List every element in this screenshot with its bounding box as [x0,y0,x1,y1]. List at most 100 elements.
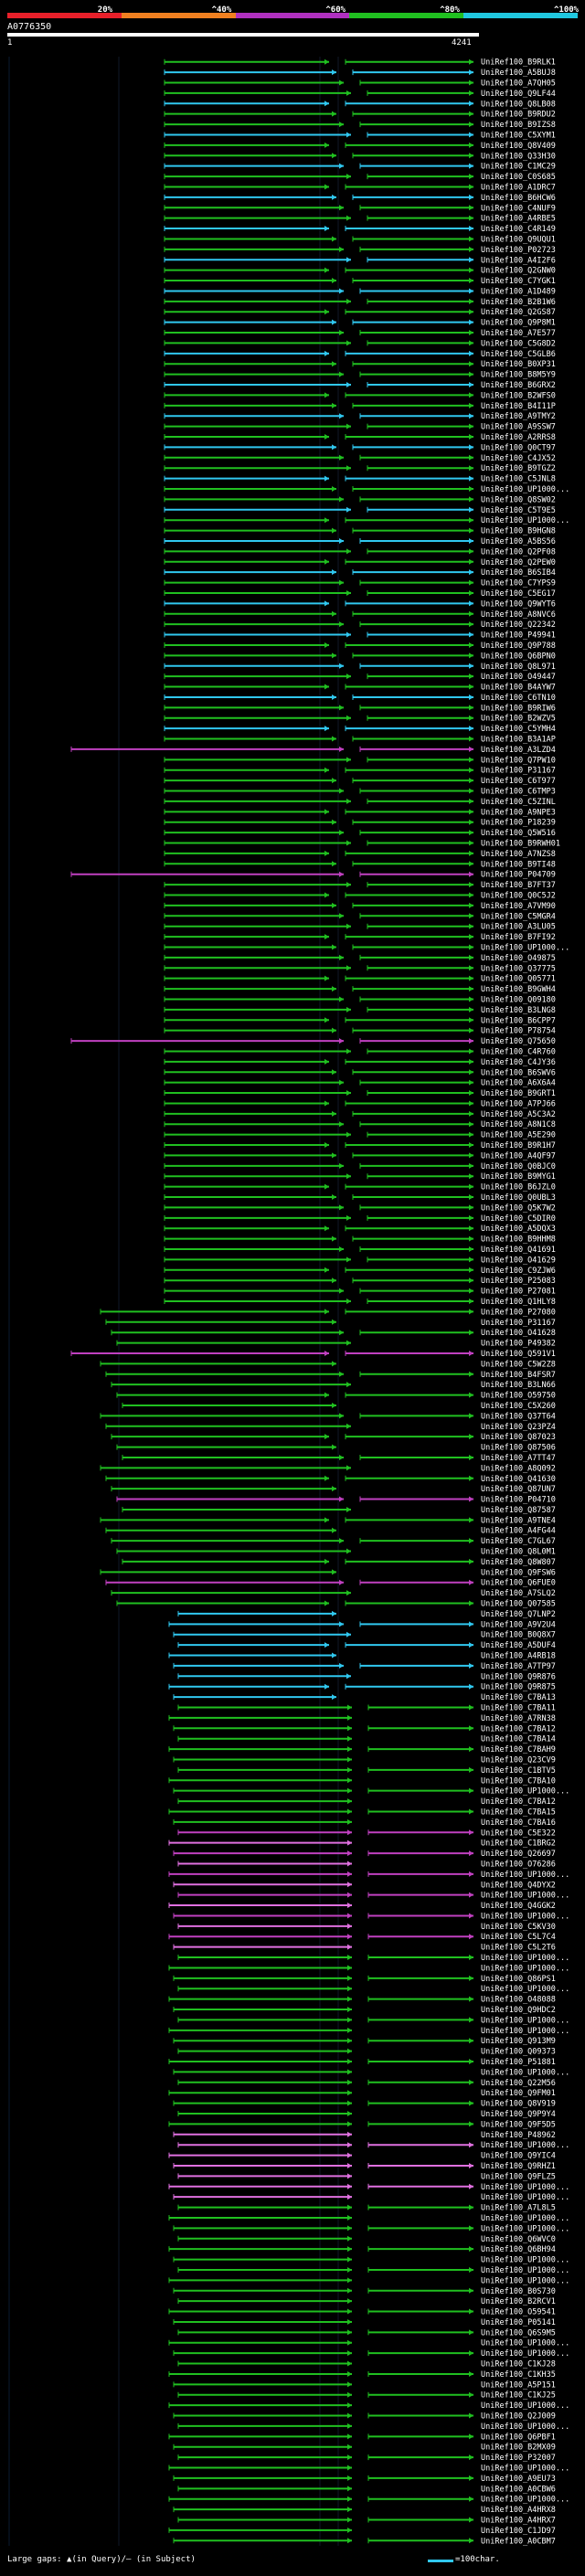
hit-label[interactable]: UniRef100_Q6S9M5 [481,2328,556,2337]
hit-label[interactable]: UniRef100_Q9UQU1 [481,235,556,244]
hit-label[interactable]: UniRef100_A4I2F6 [481,256,556,265]
hit-label[interactable]: UniRef100_A5C3A2 [481,1110,556,1119]
hit-label[interactable]: UniRef100_Q9R875 [481,1683,556,1692]
hit-label[interactable]: UniRef100_A4HRX8 [481,2506,556,2515]
hit-label[interactable]: UniRef100_A7QH05 [481,79,556,88]
hit-label[interactable]: UniRef100_Q8V409 [481,142,556,151]
hit-label[interactable]: UniRef100_C6TN10 [481,694,556,703]
hit-label[interactable]: UniRef100_C4R149 [481,225,556,234]
hit-label[interactable]: UniRef100_Q9P788 [481,641,556,651]
hit-label[interactable]: UniRef100_B9IZS8 [481,121,556,130]
hit-label[interactable]: UniRef100_P04710 [481,1496,556,1505]
hit-label[interactable]: UniRef100_B3A1AP [481,736,556,745]
hit-label[interactable]: UniRef100_B4FSR7 [481,1371,556,1380]
hit-label[interactable]: UniRef100_Q4DYX2 [481,1881,556,1890]
hit-label[interactable]: UniRef100_C4JX52 [481,454,556,463]
hit-label[interactable]: UniRef100_A9TMY2 [481,412,556,421]
hit-label[interactable]: UniRef100_A3LZD4 [481,746,556,755]
hit-label[interactable]: UniRef100_C7BA11 [481,1704,556,1713]
hit-label[interactable]: UniRef100_C7BA14 [481,1735,556,1744]
hit-label[interactable]: UniRef100_A7NZS8 [481,850,556,859]
hit-label[interactable]: UniRef100_C7BAH9 [481,1745,556,1754]
hit-label[interactable]: UniRef100_B6HCW6 [481,194,556,203]
hit-label[interactable]: UniRef100_C1JD97 [481,2527,556,2536]
hit-label[interactable]: UniRef100_UP1000... [481,2422,569,2432]
hit-label[interactable]: UniRef100_Q2GS87 [481,308,556,317]
hit-label[interactable]: UniRef100_Q09373 [481,2048,556,2057]
hit-label[interactable]: UniRef100_B2B1W6 [481,298,556,307]
hit-label[interactable]: UniRef100_UP1000... [481,2465,569,2474]
hit-label[interactable]: UniRef100_Q37775 [481,964,556,973]
hit-label[interactable]: UniRef100_C7YGK1 [481,277,556,286]
hit-label[interactable]: UniRef100_B4I11P [481,402,556,411]
hit-label[interactable]: UniRef100_A1D489 [481,287,556,296]
hit-label[interactable]: UniRef100_Q22342 [481,620,556,630]
hit-label[interactable]: UniRef100_P27081 [481,1288,556,1297]
hit-label[interactable]: UniRef100_A9EU73 [481,2475,556,2484]
hit-label[interactable]: UniRef100_P48962 [481,2131,556,2140]
hit-label[interactable]: UniRef100_UP1000... [481,516,569,525]
hit-label[interactable]: UniRef100_B2WZV5 [481,715,556,724]
hit-label[interactable]: UniRef100_Q2PEW0 [481,558,556,567]
hit-label[interactable]: UniRef100_UP1000... [481,2027,569,2036]
hit-label[interactable]: UniRef100_C1BTV5 [481,1766,556,1776]
hit-label[interactable]: UniRef100_Q6BPN0 [481,652,556,661]
hit-label[interactable]: UniRef100_B6SWV6 [481,1068,556,1077]
hit-label[interactable]: UniRef100_P04709 [481,871,556,880]
hit-label[interactable]: UniRef100_Q913M9 [481,2037,556,2046]
hit-label[interactable]: UniRef100_C4NUF9 [481,204,556,213]
hit-label[interactable]: UniRef100_UP1000... [481,2214,569,2223]
hit-label[interactable]: UniRef100_P78754 [481,1027,556,1036]
hit-label[interactable]: UniRef100_C4R760 [481,1047,556,1056]
hit-label[interactable]: UniRef100_C5L7C4 [481,1933,556,1942]
hit-label[interactable]: UniRef100_C7BA12 [481,1797,556,1807]
hit-label[interactable]: UniRef100_A8NVC6 [481,610,556,620]
hit-label[interactable]: UniRef100_B9TI48 [481,860,556,869]
hit-label[interactable]: UniRef100_C5MGR4 [481,912,556,921]
hit-label[interactable]: UniRef100_A4QF97 [481,1151,556,1161]
hit-label[interactable]: UniRef100_A7TP97 [481,1662,556,1671]
hit-label[interactable]: UniRef100_P27080 [481,1308,556,1317]
hit-label[interactable]: UniRef100_Q0UBL3 [481,1193,556,1203]
hit-label[interactable]: UniRef100_C1MC29 [481,163,556,172]
hit-label[interactable]: UniRef100_O41628 [481,1329,556,1338]
hit-label[interactable]: UniRef100_P49941 [481,631,556,641]
hit-label[interactable]: UniRef100_Q26697 [481,1850,556,1859]
hit-label[interactable]: UniRef100_Q23CV9 [481,1755,556,1765]
hit-label[interactable]: UniRef100_C1KJ28 [481,2360,556,2369]
hit-label[interactable]: UniRef100_UP1000... [481,2224,569,2233]
hit-label[interactable]: UniRef100_C7BA12 [481,1724,556,1733]
hit-label[interactable]: UniRef100_C5G8D2 [481,339,556,348]
hit-label[interactable]: UniRef100_UP1000... [481,2141,569,2150]
hit-label[interactable]: UniRef100_Q22M56 [481,2079,556,2088]
hit-label[interactable]: UniRef100_B7FT37 [481,881,556,890]
hit-label[interactable]: UniRef100_B0XP31 [481,360,556,369]
hit-label[interactable]: UniRef100_B9MYG1 [481,1172,556,1182]
hit-label[interactable]: UniRef100_Q0CT97 [481,443,556,452]
hit-label[interactable]: UniRef100_Q6PBF1 [481,2433,556,2442]
hit-label[interactable]: UniRef100_A0CBM7 [481,2537,556,2546]
hit-label[interactable]: UniRef100_Q0BJC0 [481,1162,556,1171]
hit-label[interactable]: UniRef100_Q37T64 [481,1412,556,1421]
hit-label[interactable]: UniRef100_A4FG44 [481,1527,556,1536]
hit-label[interactable]: UniRef100_UP1000... [481,1892,569,1901]
hit-label[interactable]: UniRef100_Q8SW02 [481,495,556,504]
hit-label[interactable]: UniRef100_A0CBW6 [481,2485,556,2494]
hit-label[interactable]: UniRef100_UP1000... [481,1964,569,1973]
hit-label[interactable]: UniRef100_P31167 [481,767,556,776]
hit-label[interactable]: UniRef100_Q87587 [481,1506,556,1515]
hit-label[interactable]: UniRef100_C7YPS9 [481,579,556,588]
hit-label[interactable]: UniRef100_Q05771 [481,975,556,984]
hit-label[interactable]: UniRef100_O76286 [481,1860,556,1869]
hit-label[interactable]: UniRef100_O59750 [481,1392,556,1401]
hit-label[interactable]: UniRef100_C5KV30 [481,1923,556,1932]
hit-label[interactable]: UniRef100_A9V2U4 [481,1620,556,1629]
hit-label[interactable]: UniRef100_B9HHM8 [481,1235,556,1245]
hit-label[interactable]: UniRef100_UP1000... [481,943,569,952]
hit-label[interactable]: UniRef100_O49875 [481,954,556,963]
hit-label[interactable]: UniRef100_P51881 [481,2058,556,2067]
hit-label[interactable]: UniRef100_C7BA16 [481,1818,556,1828]
hit-label[interactable]: UniRef100_P25083 [481,1277,556,1286]
hit-label[interactable]: UniRef100_C7BA10 [481,1776,556,1786]
hit-label[interactable]: UniRef100_B8M5Y9 [481,371,556,380]
